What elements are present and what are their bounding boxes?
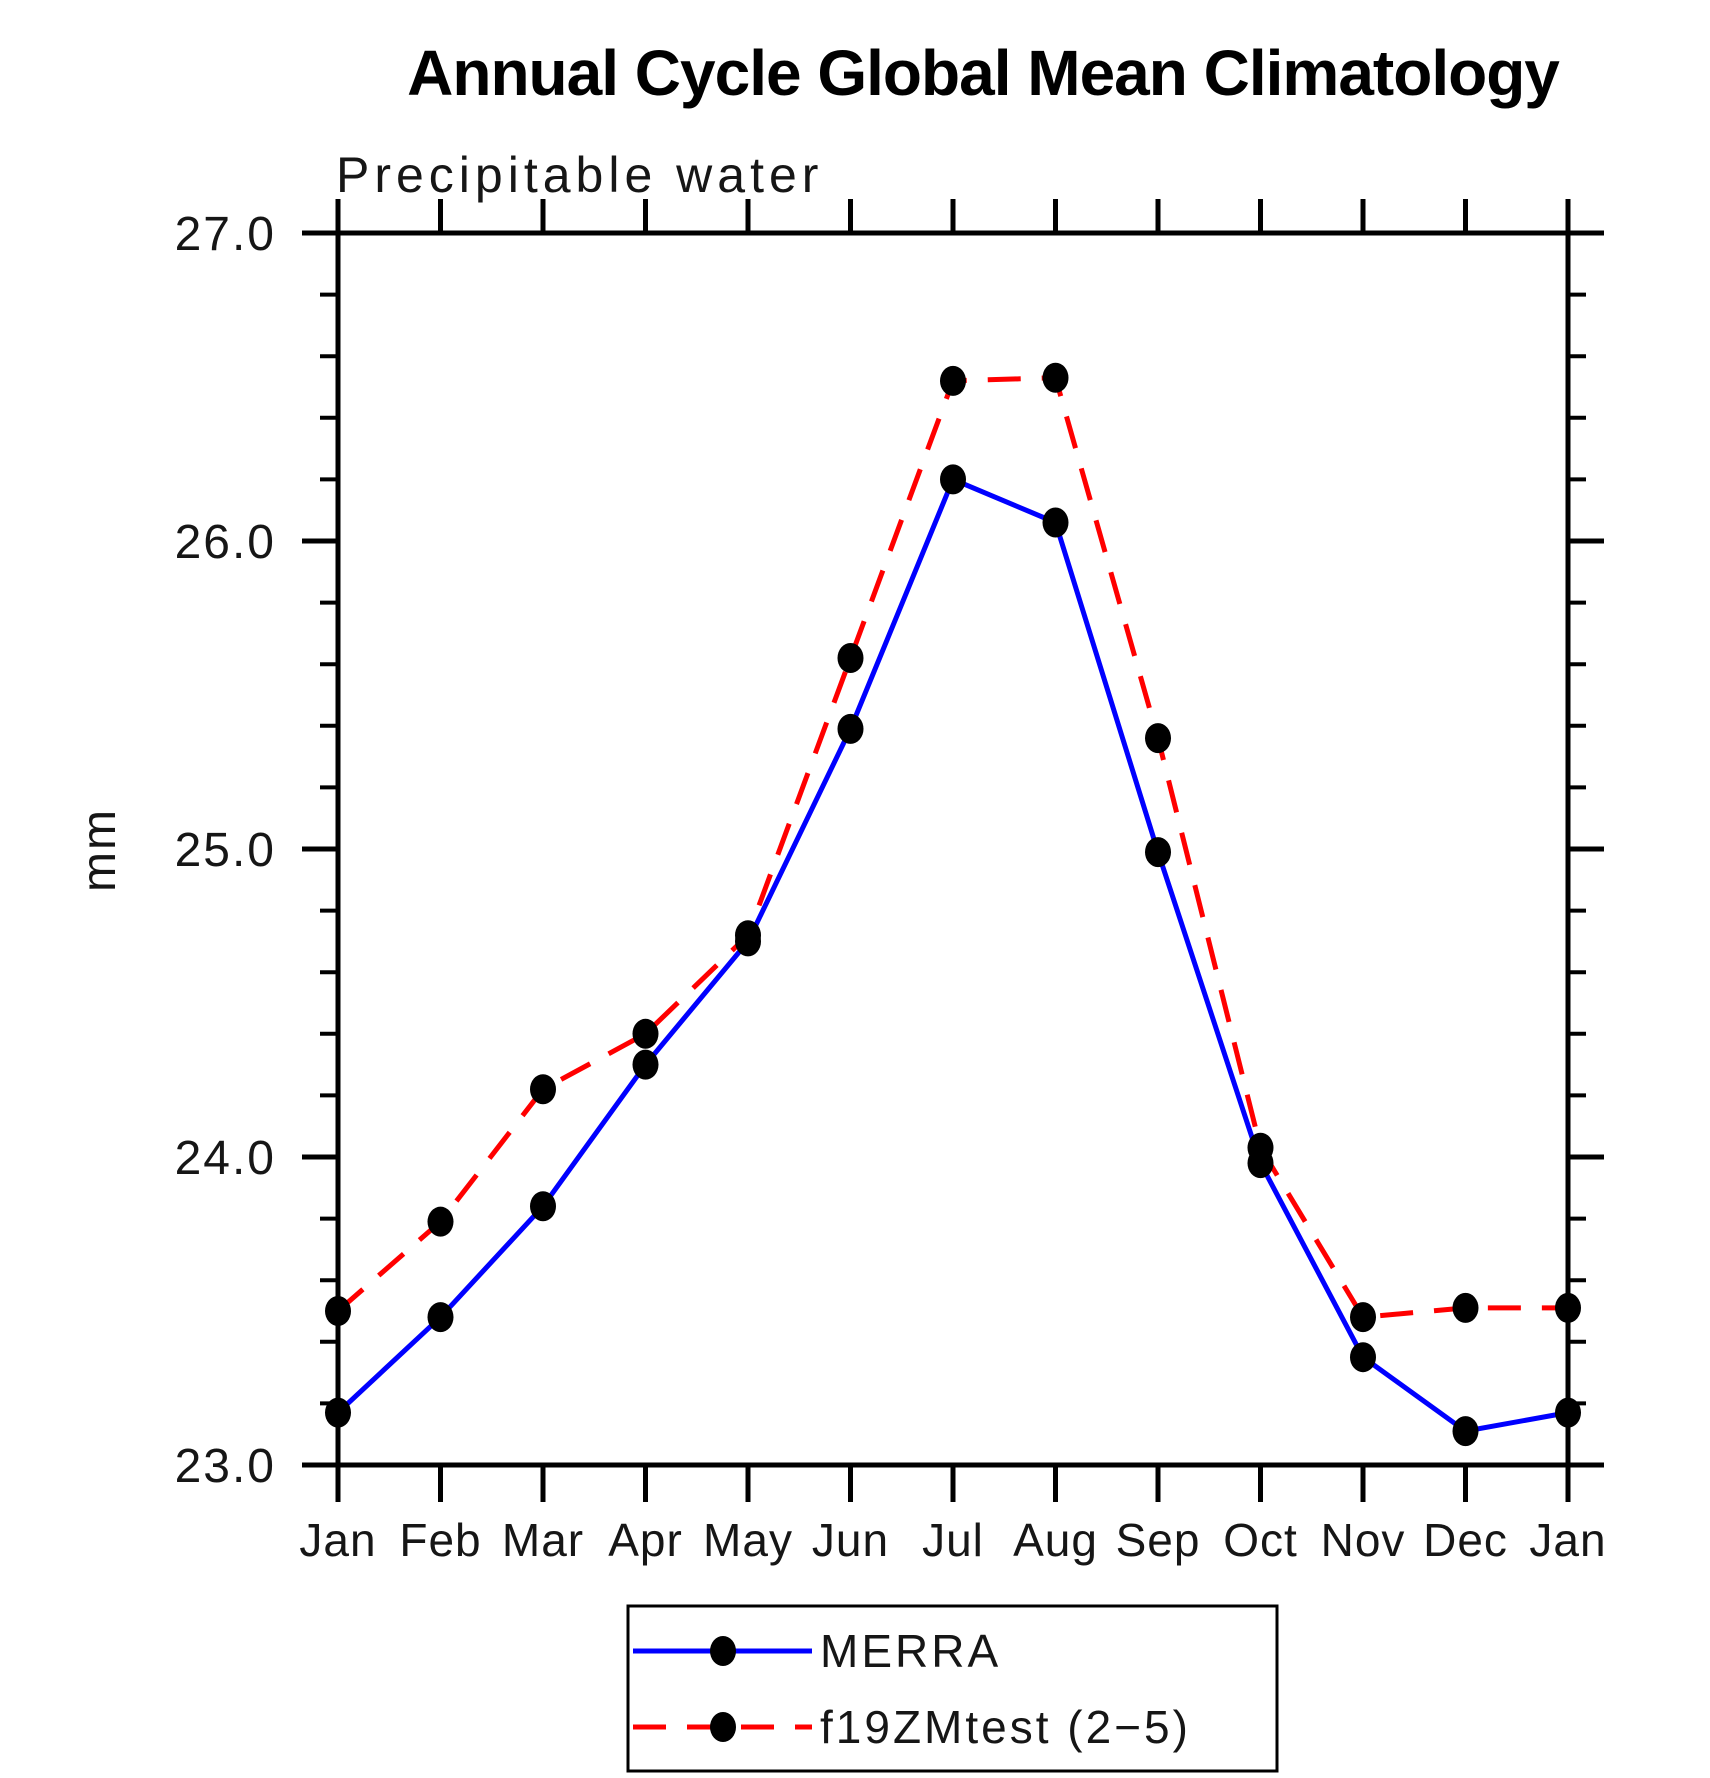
y-tick-label: 26.0 — [175, 516, 276, 569]
data-point-marker — [837, 643, 864, 674]
data-point-marker — [427, 1302, 454, 1333]
data-point-marker — [940, 464, 966, 495]
legend-box — [626, 1604, 1279, 1773]
data-point-marker — [1247, 1132, 1274, 1163]
series-line-f19zmtest — [336, 375, 1568, 1320]
chart-subtitle: Precipitable water — [336, 147, 823, 203]
data-point-marker — [1145, 723, 1171, 754]
y-tick-label: 25.0 — [175, 824, 276, 877]
x-tick-label: Jun — [812, 1514, 889, 1566]
legend-marker — [710, 1636, 736, 1666]
data-point-marker — [1350, 1302, 1376, 1333]
data-point-marker — [1042, 362, 1069, 393]
series-line-merra — [336, 476, 1569, 1434]
data-point-marker — [632, 1049, 659, 1080]
data-series — [336, 375, 1569, 1434]
data-point-marker — [1555, 1292, 1581, 1323]
y-tick-label: 23.0 — [175, 1440, 276, 1493]
data-point-marker — [1042, 507, 1069, 538]
data-point-marker — [735, 920, 761, 951]
x-tick-label: Apr — [608, 1514, 683, 1566]
x-tick-label: Aug — [1013, 1514, 1098, 1566]
y-tick-label: 27.0 — [175, 208, 276, 261]
data-point-marker — [325, 1296, 351, 1326]
y-tick-labels: 23.0 24.0 25.0 26.0 27.0 — [175, 208, 276, 1493]
x-tick-label: Mar — [502, 1514, 584, 1566]
data-point-marker — [1555, 1397, 1581, 1428]
data-point-marker — [940, 365, 966, 396]
legend: MERRA f19ZMtest (2−5) — [626, 1604, 1279, 1773]
data-markers — [325, 362, 1581, 1447]
x-tick-label: Sep — [1116, 1514, 1201, 1566]
data-point-marker — [427, 1206, 454, 1237]
x-tick-label: Jul — [922, 1514, 984, 1566]
data-point-marker — [1145, 837, 1171, 868]
data-point-marker — [632, 1018, 659, 1049]
x-tick-label: Jan — [1529, 1514, 1606, 1566]
legend-label: MERRA — [820, 1625, 1001, 1677]
data-point-marker — [1452, 1416, 1479, 1447]
legend-marker — [710, 1712, 736, 1742]
plot-frame — [335, 230, 1571, 1468]
data-point-marker — [1350, 1342, 1376, 1373]
data-point-marker — [325, 1397, 351, 1428]
x-tick-label: Feb — [399, 1514, 481, 1566]
chart-title: Annual Cycle Global Mean Climatology — [407, 37, 1560, 109]
data-point-marker — [530, 1074, 556, 1105]
x-tick-label: Nov — [1321, 1514, 1406, 1566]
data-point-marker — [837, 713, 864, 744]
x-tick-label: Dec — [1423, 1514, 1508, 1566]
x-tick-labels: Jan Feb Mar Apr May Jun Jul Aug Sep Oct Nov Dec Jan — [299, 1514, 1606, 1566]
y-axis-title: mm — [73, 808, 126, 892]
x-tick-label: Oct — [1223, 1514, 1298, 1566]
x-tick-label: May — [703, 1514, 793, 1566]
data-point-marker — [1452, 1292, 1479, 1323]
x-tick-label: Jan — [299, 1514, 376, 1566]
y-tick-label: 24.0 — [175, 1132, 276, 1185]
plot-border — [335, 230, 1571, 1468]
legend-label: f19ZMtest (2−5) — [820, 1701, 1191, 1753]
data-point-marker — [530, 1191, 556, 1222]
